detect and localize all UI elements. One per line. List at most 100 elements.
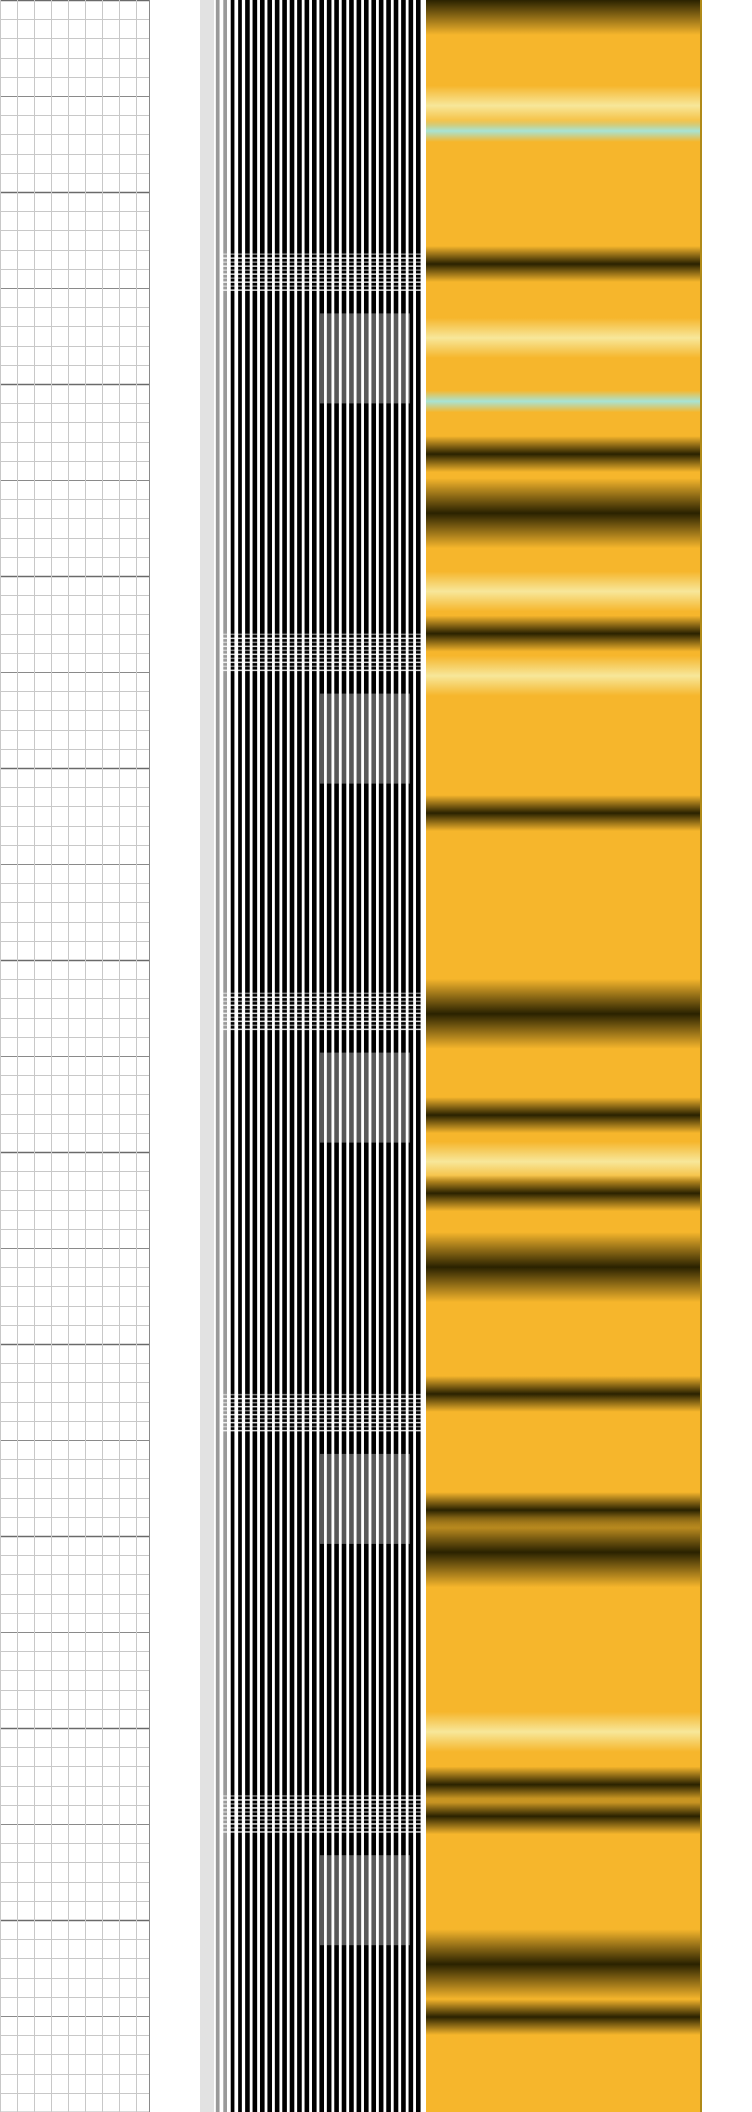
waveform-events xyxy=(220,253,422,1946)
waveform-trace xyxy=(319,0,325,2112)
waveform-event-stripe xyxy=(220,1421,422,1424)
waveform-event-stripe xyxy=(220,1397,422,1400)
waveform-attenuation-zone xyxy=(320,313,410,404)
acoustic-waveform xyxy=(200,0,422,2112)
image-dark-band xyxy=(426,1929,702,2000)
waveform-trace xyxy=(304,0,310,2112)
borehole-image xyxy=(426,0,702,2112)
waveform-event-stripe xyxy=(220,1004,422,1007)
waveform-trace xyxy=(274,0,280,2112)
image-cyan-band xyxy=(426,390,702,413)
image-dark-band xyxy=(426,1999,702,2035)
waveform-attenuation-zone xyxy=(320,1855,410,1946)
waveform-event-stripe xyxy=(220,1413,422,1416)
waveform-event-stripe xyxy=(220,281,422,283)
waveform-event-stripe xyxy=(220,285,422,287)
waveform-track xyxy=(200,0,426,2112)
waveform-event-stripe xyxy=(220,1024,422,1027)
waveform-event-stripe xyxy=(220,1425,422,1428)
waveform-trace xyxy=(408,0,414,2112)
waveform-event-stripe xyxy=(220,1000,422,1003)
image-dark-band xyxy=(426,795,702,832)
image-dark-band xyxy=(426,478,702,549)
waveform-event-stripe xyxy=(220,1401,422,1404)
waveform-event-stripe xyxy=(220,277,422,279)
waveform-event-stripe xyxy=(220,1811,422,1813)
waveform-event-stripe xyxy=(220,992,422,995)
waveform-trace xyxy=(259,0,265,2112)
waveform-event-stripe xyxy=(220,633,422,636)
waveform-trace xyxy=(415,0,421,2112)
waveform-event-stripe xyxy=(220,289,422,291)
grid-lines xyxy=(0,0,150,2112)
image-dark-band xyxy=(426,1375,702,1412)
waveform-event-stripe xyxy=(220,273,422,275)
early-arrival-zone xyxy=(200,0,214,2112)
waveform-trace xyxy=(289,0,295,2112)
waveform-trace xyxy=(252,0,258,2112)
image-dark-band xyxy=(426,1517,702,1588)
waveform-event-stripe xyxy=(220,1815,422,1817)
waveform-event-stripe xyxy=(220,269,422,271)
image-dark-band xyxy=(426,978,702,1049)
waveform-event-stripe xyxy=(220,1417,422,1420)
waveform-event-stripe xyxy=(220,1831,422,1833)
depth-grid-track xyxy=(0,0,150,2112)
waveform-event-stripe xyxy=(220,661,422,664)
waveform-traces xyxy=(215,0,421,2112)
waveform-trace xyxy=(371,0,377,2112)
waveform-event-stripe xyxy=(220,253,422,255)
image-dark-band xyxy=(426,1175,702,1212)
waveform-trace xyxy=(349,0,354,2112)
waveform-event-stripe xyxy=(220,1008,422,1011)
waveform-event-stripe xyxy=(220,645,422,648)
waveform-trace xyxy=(386,0,391,2112)
image-track-border xyxy=(700,0,702,2112)
waveform-trace xyxy=(334,0,339,2112)
waveform-event-stripe xyxy=(220,1012,422,1015)
waveform-event-stripe xyxy=(220,649,422,652)
waveform-trace xyxy=(282,0,287,2112)
image-dark-band xyxy=(426,1097,702,1134)
waveform-event-stripe xyxy=(220,1393,422,1396)
waveform-trace xyxy=(238,0,242,2112)
image-light-band xyxy=(426,85,702,126)
waveform-event-stripe xyxy=(220,1807,422,1809)
image-light-band xyxy=(426,655,702,696)
waveform-event-stripe xyxy=(220,1020,422,1023)
waveform-trace xyxy=(215,0,220,2112)
waveform-event-stripe xyxy=(220,257,422,259)
waveform-event-stripe xyxy=(220,641,422,644)
waveform-event-stripe xyxy=(220,657,422,660)
waveform-trace xyxy=(245,0,250,2112)
waveform-event-stripe xyxy=(220,996,422,999)
waveform-event-stripe xyxy=(220,665,422,668)
waveform-event-stripe xyxy=(220,1405,422,1408)
waveform-trace xyxy=(356,0,362,2112)
waveform-event-stripe xyxy=(220,1823,422,1825)
waveform-attenuation-zone xyxy=(320,1453,410,1544)
image-dark-band xyxy=(426,436,702,473)
borehole-image-track xyxy=(426,0,702,2112)
image-light-band xyxy=(426,317,702,358)
waveform-trace xyxy=(401,0,406,2112)
waveform-trace xyxy=(378,0,384,2112)
waveform-trace xyxy=(393,0,399,2112)
waveform-event-stripe xyxy=(220,1409,422,1412)
image-cyan-band xyxy=(426,119,702,142)
image-dark-band xyxy=(426,1766,702,1803)
waveform-attenuation-zone xyxy=(320,1052,410,1143)
waveform-trace xyxy=(297,0,302,2112)
image-light-band xyxy=(426,1711,702,1752)
waveform-event-stripe xyxy=(220,1016,422,1019)
waveform-event-stripe xyxy=(220,1799,422,1801)
waveform-event-stripe xyxy=(220,637,422,640)
track-spacer xyxy=(150,0,200,2112)
waveform-trace xyxy=(311,0,317,2112)
image-dark-band xyxy=(426,1232,702,1303)
waveform-event-stripe xyxy=(220,1028,422,1031)
waveform-event-stripe xyxy=(220,1819,422,1821)
waveform-trace xyxy=(230,0,235,2112)
image-light-band xyxy=(426,571,702,612)
waveform-event-stripe xyxy=(220,1429,422,1432)
